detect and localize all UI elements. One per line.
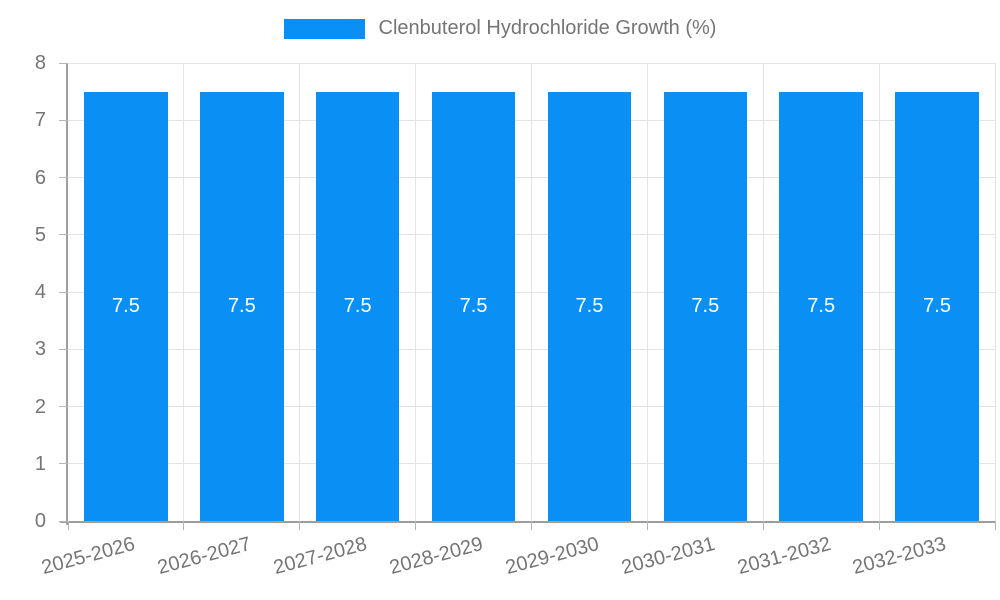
y-tick-label: 6 [34,166,46,189]
x-tick-label: 2031-2032 [734,533,833,580]
bar[interactable]: 7.5 [431,91,516,521]
x-tick [183,521,185,530]
x-tick [299,521,301,530]
y-tick-label: 4 [34,281,46,303]
y-tick-label: 8 [34,52,46,74]
y-tick [59,291,68,293]
y-tick-label: 7 [34,109,46,132]
x-tick [415,521,417,530]
y-tick [59,177,68,178]
bar-value-label: 7.5 [459,294,488,317]
y-tick [59,62,68,64]
y-tick [59,234,68,236]
x-tick [646,521,648,530]
plot-area: 7.5 7.5 7.5 7.5 7.5 7.5 7.5 7.5 [68,62,996,521]
y-tick [59,520,68,522]
bar[interactable]: 7.5 [779,91,863,521]
legend-swatch-icon [283,18,365,39]
x-tick-label: 2032-2033 [850,533,949,580]
bar-value-label: 7.5 [112,294,140,317]
bar-value-label: 7.5 [807,294,836,317]
legend-label: Clenbuterol Hydrochloride Growth (%) [378,17,717,39]
x-tick [531,521,532,530]
gridline-v [646,63,648,521]
legend-item[interactable]: Clenbuterol Hydrochloride Growth (%) [0,17,1000,40]
x-tick [878,521,880,530]
gridline-v [531,63,532,521]
bar[interactable]: 7.5 [84,91,168,521]
y-tick-label: 3 [34,338,46,361]
gridline-v [415,63,417,521]
y-tick-label: 5 [34,223,46,246]
y-tick [59,119,68,121]
x-tick-label: 2026-2027 [155,533,254,580]
gridline-v [762,63,764,521]
x-tick-label: 2030-2031 [618,533,718,580]
y-tick [59,463,68,465]
x-tick [994,521,996,530]
bar[interactable]: 7.5 [547,91,632,521]
bar-value-label: 7.5 [227,294,256,317]
bar-value-label: 7.5 [343,294,372,317]
x-tick-label: 2027-2028 [271,533,370,580]
x-tick [67,521,69,530]
bar[interactable]: 7.5 [895,91,979,521]
y-tick-label: 1 [34,452,46,475]
bar[interactable]: 7.5 [663,91,748,521]
gridline-v [299,63,301,521]
y-tick-label: 0 [34,510,46,532]
x-tick-label: 2025-2026 [39,533,138,580]
gridline-v [183,63,185,521]
bar-value-label: 7.5 [691,294,720,317]
gridline-v [878,63,880,521]
y-tick [59,406,68,407]
y-axis-line [66,63,68,525]
bar-value-label: 7.5 [923,294,951,317]
bar[interactable]: 7.5 [315,91,400,521]
y-tick-label: 2 [34,395,46,418]
x-tick-label: 2028-2029 [387,533,486,580]
x-tick [762,521,764,530]
bar-value-label: 7.5 [575,294,604,317]
bar[interactable]: 7.5 [200,91,284,521]
x-axis-line [60,521,995,523]
x-tick-label: 2029-2030 [503,533,602,580]
gridline-v [994,63,996,521]
y-tick [59,348,68,350]
